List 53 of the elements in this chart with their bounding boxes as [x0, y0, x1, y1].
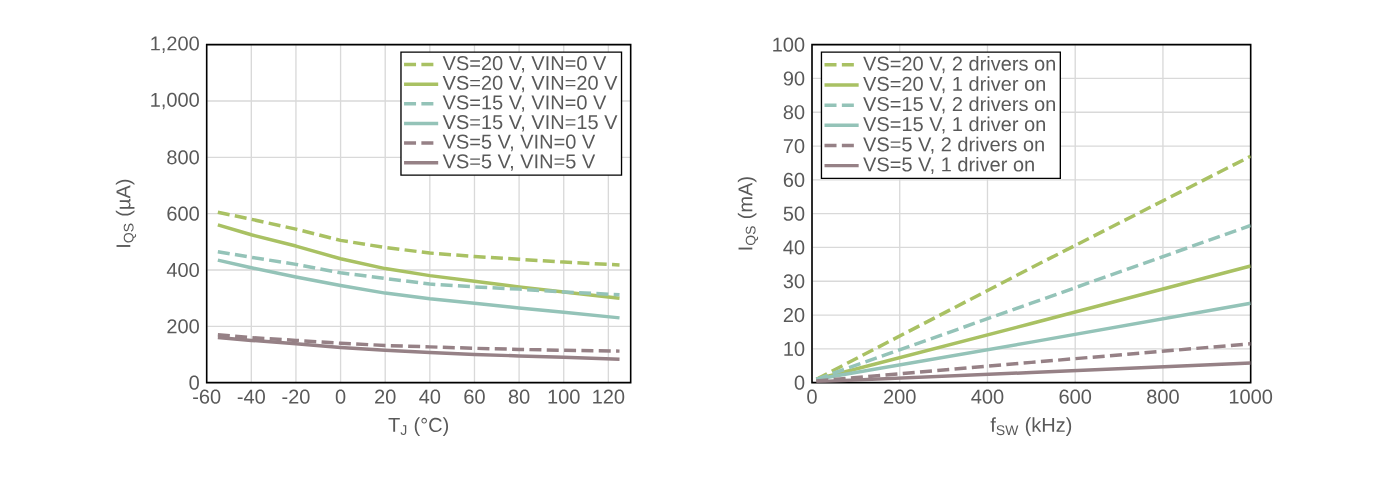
legend-label: VS=20 V, VIN=0 V — [442, 56, 607, 73]
x-tick-label: 80 — [508, 389, 530, 404]
x-tick-label: -20 — [282, 389, 310, 404]
y-tick-label: 70 — [783, 138, 805, 154]
line-series — [216, 249, 622, 297]
x-tick-label: 800 — [1147, 389, 1179, 404]
line-series — [216, 210, 622, 267]
legend-label: VS=20 V, VIN=20 V — [442, 75, 618, 93]
legend-label: VS=5 V, 2 drivers on — [863, 136, 1044, 154]
line-series — [216, 258, 622, 320]
x-tick-label: 120 — [593, 389, 625, 404]
y-tick-label: 600 — [167, 206, 199, 221]
y-tick-label: 800 — [167, 150, 199, 165]
y-tick-label: 0 — [794, 375, 805, 390]
x-tick-label: 0 — [807, 389, 817, 404]
y-tick-label: 1,000 — [151, 92, 199, 110]
legend-label: VS=15 V, VIN=0 V — [442, 95, 607, 112]
y-tick-label: 200 — [167, 319, 199, 334]
x-tick-label: 600 — [1059, 389, 1092, 404]
x-tick-label: -60 — [193, 389, 221, 404]
legend-label: VS=5 V, 1 driver on — [863, 156, 1034, 174]
y-tick-label: 50 — [783, 206, 805, 221]
x-tick-label: -40 — [237, 389, 265, 404]
y-tick-label: 10 — [784, 341, 805, 356]
legend-label: VS=15 V, 1 driver on — [863, 116, 1045, 134]
x-axis-title: T$_{J}$ (°C) — [388, 417, 449, 436]
legend-label: VS=5 V, VIN=5 V — [442, 154, 596, 171]
legend-label: VS=15 V, VIN=15 V — [442, 114, 618, 132]
legend-label: VS=20 V, 2 drivers on — [863, 56, 1055, 74]
x-tick-label: 0 — [335, 389, 346, 404]
y-tick-label: 80 — [783, 105, 805, 120]
y-tick-label: 1,200 — [151, 36, 199, 53]
y-tick-label: 400 — [166, 262, 199, 278]
x-axis-title: f$_{SW}$ (kHz) — [990, 417, 1072, 436]
x-tick-label: 60 — [464, 389, 485, 404]
x-tick-label: 40 — [419, 389, 441, 404]
x-tick-label: 1000 — [1229, 389, 1273, 404]
y-axis-title: I$_{QS}$ (µA) — [115, 179, 137, 247]
y-tick-label: 40 — [783, 240, 805, 255]
y-tick-label: 20 — [783, 307, 805, 323]
x-tick-label: 100 — [548, 389, 580, 404]
y-tick-label: 60 — [783, 172, 805, 187]
y-tick-label: 0 — [189, 375, 199, 390]
y-tick-label: 30 — [783, 274, 805, 289]
legend-label: VS=5 V, VIN=0 V — [442, 134, 596, 152]
legend-label: VS=15 V, 2 drivers on — [863, 96, 1055, 114]
y-axis-title: I$_{QS}$ (mA) — [737, 177, 759, 250]
x-tick-label: 200 — [884, 389, 916, 404]
y-tick-label: 100 — [773, 37, 805, 52]
x-tick-label: 20 — [375, 389, 396, 404]
y-tick-label: 90 — [783, 71, 805, 86]
x-tick-label: 400 — [971, 389, 1004, 404]
legend-label: VS=20 V, 1 driver on — [863, 76, 1045, 94]
